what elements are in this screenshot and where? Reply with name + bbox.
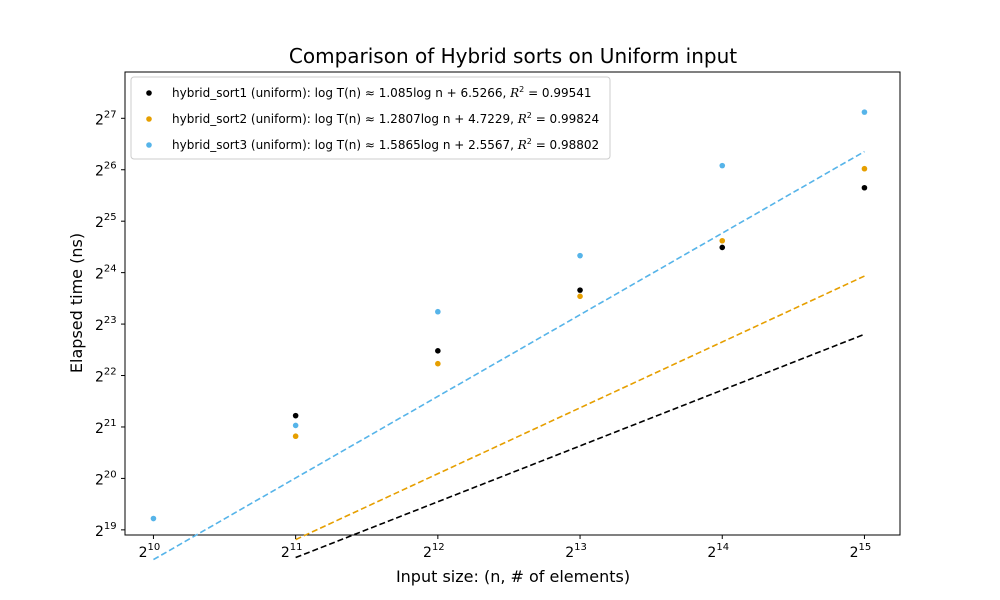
legend: hybrid_sort1 (uniform): log T(n) ≈ 1.085… bbox=[130, 76, 611, 160]
x-axis-ticks: 210 211 212 213 214 215 bbox=[139, 535, 872, 561]
legend-marker bbox=[146, 142, 152, 148]
data-point bbox=[435, 348, 441, 354]
legend-entry: hybrid_sort1 (uniform): log T(n) ≈ 1.085… bbox=[172, 85, 592, 100]
data-point bbox=[292, 422, 299, 429]
legend-box bbox=[130, 76, 611, 160]
y-tick-label: 219 bbox=[95, 521, 117, 540]
data-point bbox=[861, 109, 868, 115]
plot-area bbox=[124, 71, 901, 561]
legend-entry: hybrid_sort3 (uniform): log T(n) ≈ 1.586… bbox=[172, 137, 599, 152]
x-tick-label: 210 bbox=[139, 542, 161, 561]
data-point bbox=[150, 515, 157, 522]
y-tick-label: 223 bbox=[95, 315, 117, 334]
y-tick-label: 222 bbox=[95, 367, 117, 386]
y-tick-label: 225 bbox=[95, 212, 117, 231]
y-tick-label: 227 bbox=[95, 109, 117, 128]
y-axis-label: Elapsed time (ns) bbox=[67, 233, 86, 373]
fit-line-series-1 bbox=[295, 333, 865, 559]
y-tick-label: 221 bbox=[95, 418, 117, 437]
data-point bbox=[861, 165, 868, 172]
chart-title: Comparison of Hybrid sorts on Uniform in… bbox=[289, 44, 737, 68]
data-point bbox=[719, 237, 726, 244]
data-point bbox=[577, 287, 583, 293]
y-tick-label: 226 bbox=[95, 161, 117, 180]
data-point bbox=[861, 184, 868, 191]
data-point bbox=[577, 293, 583, 300]
x-tick-label: 215 bbox=[850, 542, 872, 561]
series-3 bbox=[150, 109, 868, 561]
data-point bbox=[292, 412, 299, 419]
plot-frame bbox=[124, 71, 901, 536]
fit-line-series-3 bbox=[153, 150, 865, 561]
data-point bbox=[292, 433, 299, 440]
y-axis-ticks: 219 220 221 222 223 224 225 226 227 bbox=[95, 109, 125, 540]
legend-entry: hybrid_sort2 (uniform): log T(n) ≈ 1.280… bbox=[172, 111, 599, 126]
legend-marker bbox=[146, 90, 152, 96]
x-tick-label: 211 bbox=[281, 542, 303, 561]
x-tick-label: 214 bbox=[707, 542, 729, 561]
legend-marker bbox=[146, 116, 152, 122]
y-tick-label: 220 bbox=[95, 469, 117, 488]
data-point bbox=[719, 162, 726, 169]
data-point bbox=[435, 360, 441, 367]
data-point bbox=[719, 244, 726, 251]
x-tick-label: 212 bbox=[423, 542, 445, 561]
data-point bbox=[435, 308, 441, 315]
y-tick-label: 224 bbox=[95, 264, 117, 283]
data-point bbox=[577, 252, 583, 259]
x-tick-label: 213 bbox=[565, 542, 587, 561]
x-axis-label: Input size: (n, # of elements) bbox=[396, 567, 630, 586]
fit-line-series-2 bbox=[295, 275, 865, 541]
series-2 bbox=[292, 165, 868, 541]
series-1 bbox=[292, 184, 868, 559]
